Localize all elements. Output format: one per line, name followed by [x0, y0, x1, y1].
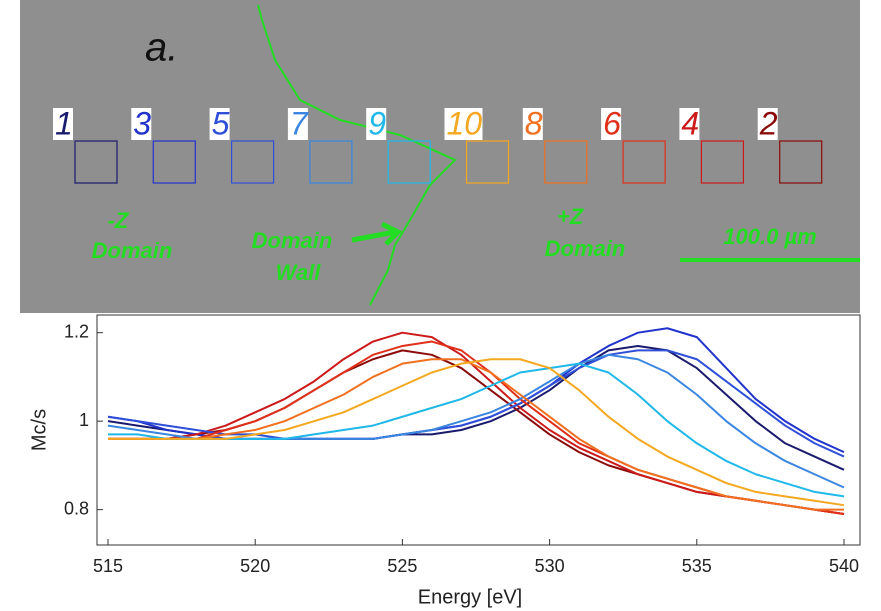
panel-label: a. [145, 26, 178, 70]
annotation: Domain [92, 238, 173, 263]
y-tick-label: 1.2 [64, 321, 89, 341]
label-background [131, 108, 152, 140]
annotation: +Z [557, 204, 585, 229]
x-tick-label: 525 [387, 556, 417, 576]
x-axis-label: Energy [eV] [418, 586, 523, 608]
x-tick-label: 530 [535, 556, 565, 576]
marker-label: 1 [55, 105, 73, 141]
x-tick-label: 535 [682, 556, 712, 576]
y-axis-label: Mc/s [28, 409, 50, 451]
label-background [366, 108, 387, 140]
region-box [387, 140, 431, 184]
scale-bar-label: 100.0 µm [723, 224, 816, 249]
marker-label: 4 [681, 105, 699, 141]
annotation: Domain [252, 228, 333, 253]
label-background [757, 108, 778, 140]
series-line [108, 358, 845, 507]
markers: 1 3 5 7 9 10 8 6 4 2 [53, 105, 823, 184]
label-background [287, 108, 308, 140]
arrow [351, 221, 403, 246]
annotation: Domain [545, 236, 626, 261]
label-background [522, 108, 543, 140]
region-box [544, 140, 588, 184]
marker-label: 6 [603, 105, 621, 141]
region-box [74, 140, 118, 184]
region-box [779, 140, 823, 184]
label-background [679, 108, 700, 140]
marker-label: 10 [447, 105, 483, 141]
y-tick-label: 1 [79, 410, 89, 430]
label-background [53, 108, 73, 140]
marker-label: 2 [759, 105, 778, 141]
region-box [309, 140, 353, 184]
marker-label: 7 [290, 105, 309, 141]
series-line [108, 358, 844, 511]
label-background [209, 108, 230, 140]
annotation: Wall [276, 260, 322, 285]
annotation: -Z [108, 208, 130, 233]
marker-label: 5 [212, 105, 230, 141]
x-tick-label: 515 [93, 556, 123, 576]
label-background [444, 108, 483, 140]
label-background [601, 108, 622, 140]
region-box [231, 140, 275, 184]
region-box [465, 140, 510, 184]
region-box [152, 140, 196, 184]
marker-label: 8 [525, 105, 543, 141]
x-tick-label: 540 [829, 556, 859, 576]
x-tick-label: 520 [240, 556, 270, 576]
marker-label: 3 [133, 105, 151, 141]
domain-wall-line [257, 4, 457, 306]
marker-label: 9 [368, 105, 386, 141]
y-tick-label: 0.8 [64, 498, 89, 518]
region-box [622, 140, 666, 184]
region-box [700, 140, 745, 184]
